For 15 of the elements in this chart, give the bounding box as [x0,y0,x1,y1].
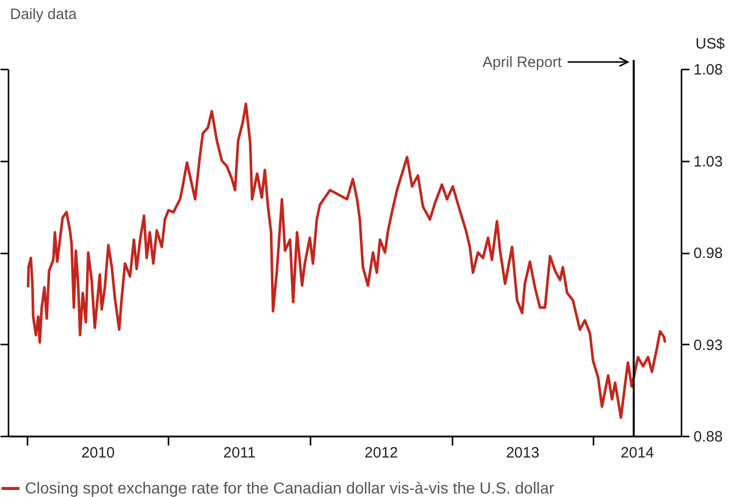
x-tick-label: 2010 [81,444,115,462]
x-tick-label: 2013 [506,444,540,462]
y-axis-title: US$ [696,36,726,52]
x-tick-label: 2014 [620,444,654,462]
y-tick-label: 1.08 [694,62,723,78]
y-tick-label: 0.88 [694,428,723,446]
legend-label: Closing spot exchange rate for the Canadian dollar vis-à-vis the U.S. dollar [25,480,555,497]
y-tick-label: 1.03 [694,153,723,170]
line-series [26,102,666,419]
y-tick-label: 0.98 [694,245,723,262]
ref-line-label: April Report [482,54,563,71]
x-tick-label: 2012 [364,444,398,462]
chart-subtitle: Daily data [10,6,78,23]
y-tick-label: 0.93 [694,336,723,354]
x-tick-label: 2011 [223,444,256,462]
